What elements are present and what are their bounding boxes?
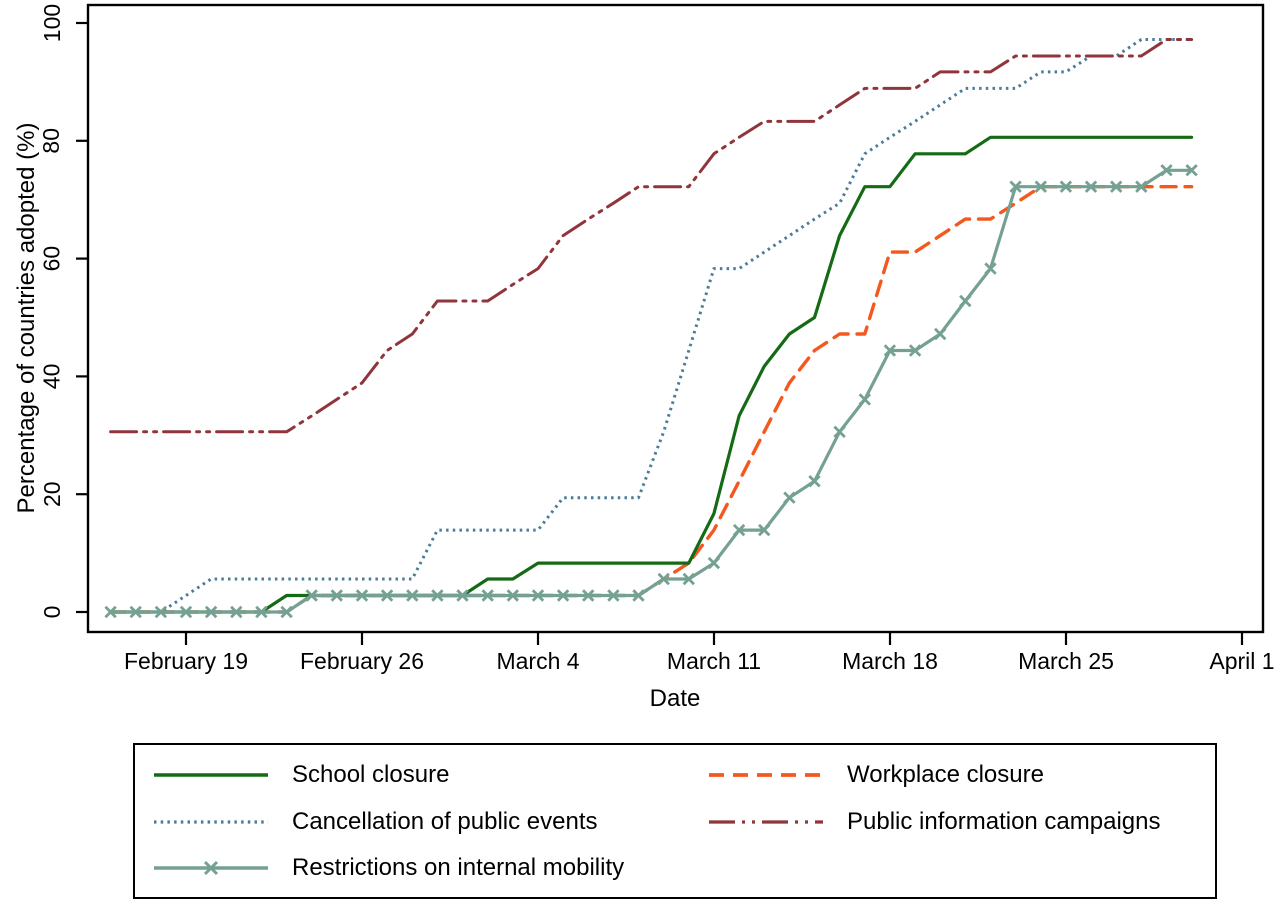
legend-label: School closure <box>292 761 450 788</box>
legend-entry-workplace-closure: Workplace closure <box>707 760 1044 790</box>
x-tick-feb26: February 26 <box>300 648 424 674</box>
legend-label: Restrictions on internal mobility <box>292 854 625 881</box>
x-tick-mar4: March 4 <box>496 648 579 674</box>
plot-area: 0 20 40 60 80 100 February 19 February 2… <box>13 3 1275 712</box>
x-axis-ticks <box>184 632 1244 645</box>
x-tick-apr1: April 1 <box>1209 648 1274 674</box>
y-tick-60: 60 <box>38 246 64 272</box>
x-tick-mar25: March 25 <box>1018 648 1114 674</box>
public-information-campaigns-line-swatch <box>709 820 823 824</box>
legend-label: Cancellation of public events <box>292 808 598 835</box>
y-tick-80: 80 <box>38 128 64 154</box>
legend-entry-restrictions-internal-mobility: Restrictions on internal mobility <box>152 853 624 883</box>
series-line-2 <box>108 168 1194 614</box>
legend-entry-cancellation-public-events: Cancellation of public events <box>152 807 598 837</box>
legend-entry-school-closure: School closure <box>152 760 449 790</box>
series-lines <box>104 38 1198 619</box>
legend-entry-public-information-campaigns: Public information campaigns <box>707 807 1161 837</box>
y-axis-title: Percentage of countries adopted (%) <box>13 123 40 514</box>
restrictions-internal-mobility-line-swatch <box>154 860 268 876</box>
x-tick-feb19: February 19 <box>124 648 248 674</box>
y-tick-0: 0 <box>39 606 65 619</box>
series-markers-2 <box>104 164 1198 619</box>
series-line-0 <box>108 135 1194 614</box>
y-tick-40: 40 <box>39 364 65 390</box>
workplace-closure-line-swatch <box>709 773 823 777</box>
legend-label: Public information campaigns <box>847 808 1161 835</box>
y-tick-100: 100 <box>39 4 65 42</box>
series-line-1 <box>110 38 1192 614</box>
x-tick-mar18: March 18 <box>842 648 938 674</box>
legend: School closure Cancellation of public ev… <box>133 743 1217 899</box>
x-tick-mar11: March 11 <box>667 648 761 674</box>
series-line-4 <box>109 38 1194 434</box>
y-axis-ticks <box>76 21 88 614</box>
school-closure-line-swatch <box>154 773 268 777</box>
legend-label: Workplace closure <box>847 761 1044 788</box>
plot-border <box>86 3 1265 634</box>
y-tick-20: 20 <box>39 481 65 507</box>
cancellation-public-events-line-swatch <box>154 820 268 824</box>
x-axis-title: Date <box>650 685 701 712</box>
series-line-3 <box>108 184 1194 614</box>
